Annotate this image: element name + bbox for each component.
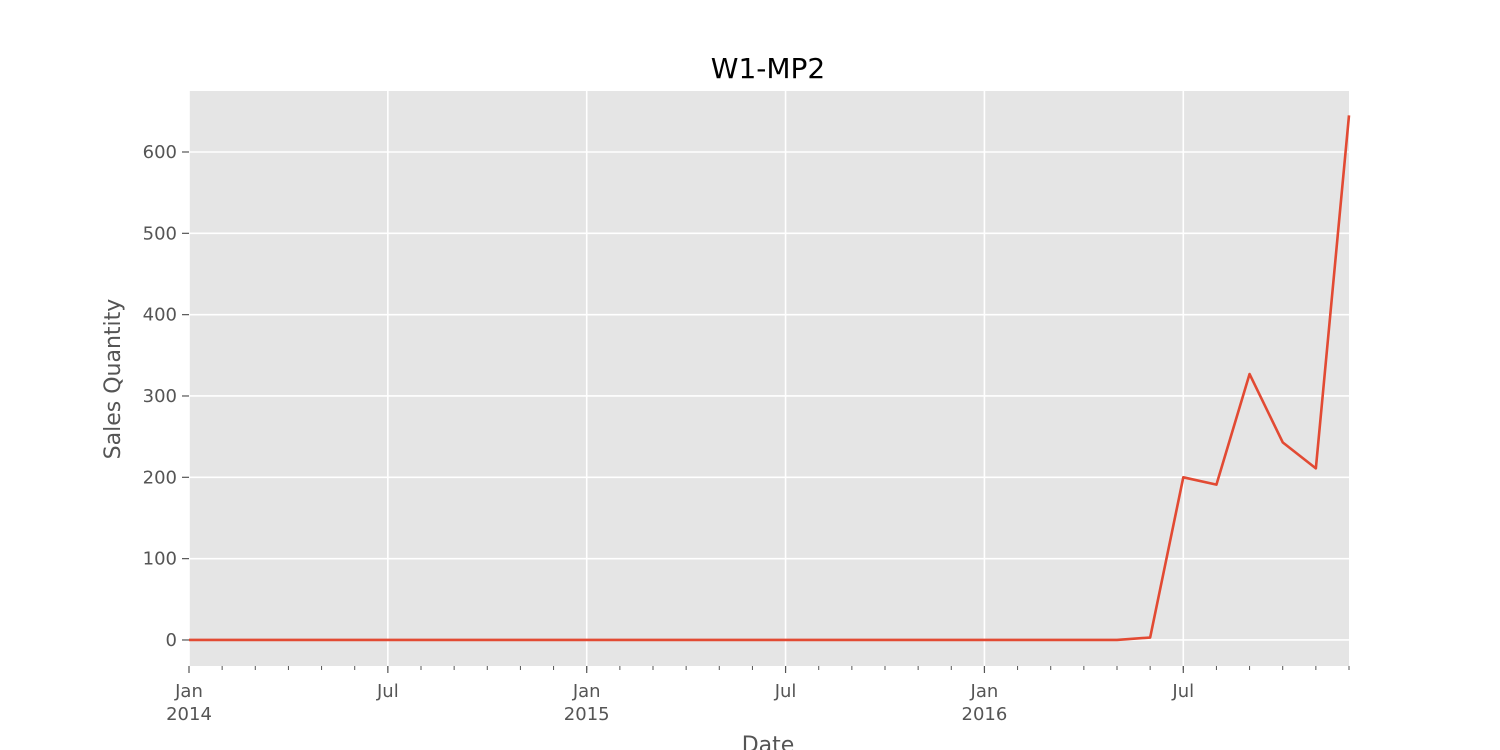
y-axis-ticks: 0 100 200 300 400 500 600 — [143, 142, 189, 651]
x-tick-label: Jan — [572, 681, 601, 702]
x-axis-label: Date — [742, 733, 795, 750]
y-tick-label: 400 — [143, 305, 177, 326]
y-tick-label: 100 — [143, 549, 177, 570]
y-tick-label: 200 — [143, 467, 177, 488]
y-axis-label: Sales Quantity — [101, 299, 126, 460]
grid-lines — [188, 91, 1349, 666]
x-tick-year-label: 2015 — [564, 704, 610, 725]
x-tick-label: Jan — [970, 681, 999, 702]
y-tick-label: 0 — [166, 630, 177, 651]
x-tick-year-label: 2014 — [166, 704, 212, 725]
x-tick-label: Jan — [174, 681, 203, 702]
chart-title: W1-MP2 — [711, 52, 825, 85]
x-tick-label: Jul — [1171, 681, 1194, 702]
x-tick-year-label: 2016 — [962, 704, 1008, 725]
y-tick-label: 300 — [143, 386, 177, 407]
y-tick-label: 500 — [143, 223, 177, 244]
x-tick-label: Jul — [376, 681, 399, 702]
plot-area — [189, 91, 1349, 666]
series-layer — [189, 115, 1351, 642]
y-tick-label: 600 — [143, 142, 177, 163]
x-tick-label: Jul — [774, 681, 797, 702]
series-line — [189, 115, 1351, 642]
